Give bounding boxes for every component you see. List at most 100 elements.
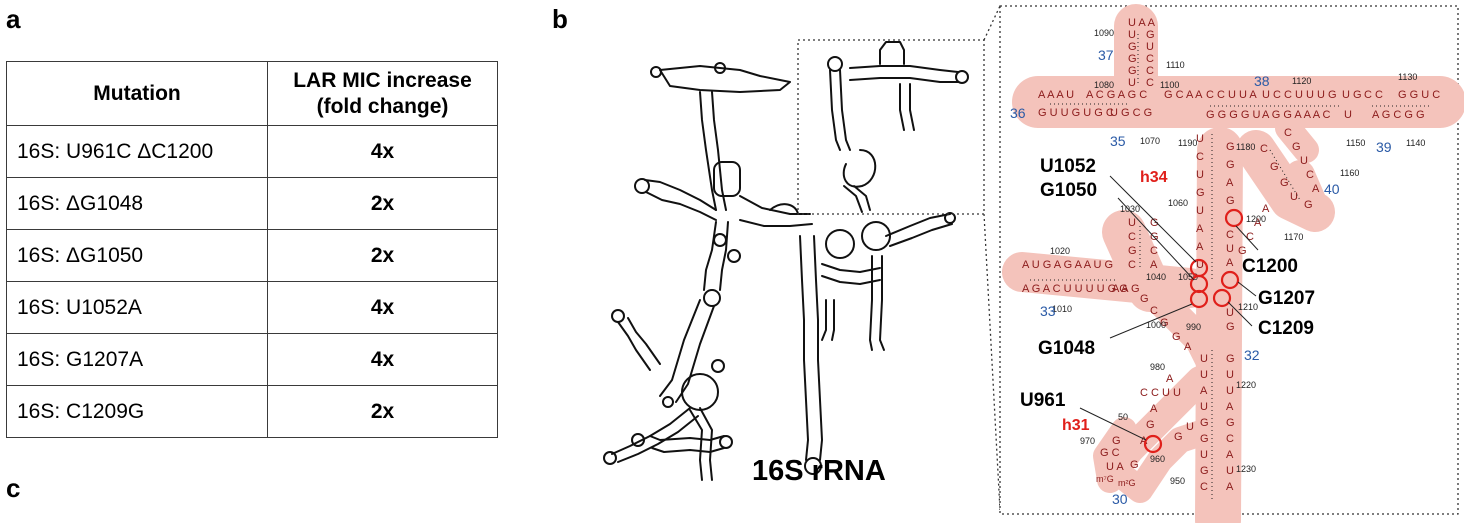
svg-text:U A: U A: [1106, 461, 1124, 473]
svg-text:G G U C: G G U C: [1398, 89, 1440, 101]
svg-text:U: U: [1226, 369, 1234, 381]
position-number: 1030: [1120, 204, 1140, 214]
svg-text:A: A: [1150, 259, 1158, 271]
svg-text:A: A: [1200, 385, 1208, 397]
helix-callouts: h34 h31: [1062, 169, 1168, 434]
zoom-line-bottom: [983, 213, 1001, 511]
table-row: 16S: ΔG1050 2x: [6, 229, 498, 282]
position-number: 980: [1150, 362, 1165, 372]
position-number: 1190: [1178, 138, 1197, 148]
svg-text:C: C: [1260, 143, 1268, 155]
position-number: 1080: [1094, 80, 1114, 90]
svg-text:A G A C U U U U G G: A G A C U U U U G G: [1022, 283, 1128, 295]
svg-text:C: C: [1150, 245, 1158, 257]
svg-text:U: U: [1290, 191, 1298, 203]
callout-c1209: C1209: [1258, 318, 1314, 339]
svg-text:G U U G U G C: G U U G U G C: [1038, 107, 1114, 119]
callout-g1050: G1050: [1040, 180, 1097, 201]
svg-text:U: U: [1128, 29, 1136, 41]
svg-text:C: C: [1246, 231, 1254, 243]
svg-text:G: G: [1304, 199, 1313, 211]
svg-text:A: A: [1226, 401, 1234, 413]
header-mutation: Mutation: [6, 61, 268, 126]
svg-text:A G C G G: A G C G G: [1372, 109, 1425, 121]
svg-text:U: U: [1128, 217, 1136, 229]
svg-text:G: G: [1128, 245, 1137, 257]
circle-u961: [1143, 434, 1163, 454]
svg-text:U: U: [1226, 243, 1234, 255]
svg-text:U: U: [1200, 401, 1208, 413]
callout-c1200: C1200: [1242, 256, 1298, 277]
svg-text:U C C U U U G: U C C U U U G: [1262, 89, 1337, 101]
svg-text:U: U: [1128, 77, 1136, 89]
svg-text:U: U: [1196, 259, 1204, 271]
helix-number: 40: [1324, 181, 1340, 197]
table-row: 16S: G1207A 4x: [6, 333, 498, 386]
position-number: 1100: [1160, 80, 1179, 90]
svg-text:A: A: [1226, 257, 1234, 269]
position-number: 950: [1170, 476, 1185, 486]
svg-text:G G G G U: G G G G U: [1206, 109, 1260, 121]
position-number: 1180: [1236, 142, 1255, 152]
position-number: 1220: [1236, 380, 1256, 390]
svg-text:G: G: [1280, 177, 1289, 189]
svg-text:U G: U G: [1342, 89, 1362, 101]
svg-text:G C: G C: [1100, 447, 1120, 459]
overview-label: 16S rRNA: [752, 455, 886, 487]
svg-text:G: G: [1130, 459, 1139, 471]
table-row: 16S: ΔG1048 2x: [6, 177, 498, 230]
position-number: 50: [1118, 412, 1128, 422]
panel-label-a: a: [6, 4, 21, 34]
svg-text:U: U: [1200, 449, 1208, 461]
cell-mutation: 16S: ΔG1048: [6, 177, 268, 230]
svg-text:C: C: [1128, 231, 1136, 243]
svg-text:G: G: [1200, 417, 1209, 429]
svg-text:G: G: [1270, 161, 1279, 173]
cell-fold: 4x: [267, 281, 498, 334]
svg-text:G: G: [1172, 331, 1181, 343]
callout-g1207: G1207: [1258, 288, 1315, 309]
highlight-backbone: [1002, 4, 1464, 523]
mutation-circles: [1143, 208, 1244, 454]
svg-text:C: C: [1196, 151, 1204, 163]
svg-text:G C A A: G C A A: [1164, 89, 1203, 101]
svg-text:U: U: [1226, 385, 1234, 397]
svg-text:G: G: [1160, 317, 1169, 329]
svg-text:A: A: [1254, 217, 1262, 229]
svg-text:G: G: [1226, 141, 1235, 153]
svg-text:G: G: [1292, 141, 1301, 153]
modified-base: m²G: [1118, 478, 1136, 488]
cell-fold: 4x: [267, 333, 498, 386]
svg-text:C: C: [1284, 127, 1292, 139]
position-number: 1120: [1292, 76, 1311, 86]
callout-u961: U961: [1020, 390, 1066, 411]
svg-text:G: G: [1140, 293, 1149, 305]
svg-text:U G C G: U G C G: [1110, 107, 1152, 119]
svg-text:A: A: [1196, 223, 1204, 235]
svg-text:C: C: [1146, 53, 1154, 65]
svg-text:U: U: [1226, 307, 1234, 319]
circle-c1200: [1224, 208, 1244, 228]
modified-bases: m⁷G m²G: [1096, 474, 1136, 488]
svg-text:C: C: [1146, 77, 1154, 89]
svg-text:G: G: [1112, 435, 1121, 447]
svg-text:C C U U: C C U U: [1140, 387, 1181, 399]
svg-text:U: U: [1344, 109, 1352, 121]
position-number: 1040: [1146, 272, 1166, 282]
svg-text:A: A: [1262, 203, 1270, 215]
cell-fold: 4x: [267, 125, 498, 178]
header-fold-line1: LAR MIC increase: [293, 68, 472, 92]
svg-text:C: C: [1150, 305, 1158, 317]
circle-g1207: [1220, 270, 1240, 290]
position-number: 1050: [1178, 272, 1198, 282]
svg-text:G: G: [1174, 431, 1183, 443]
circle-c1209: [1212, 288, 1232, 308]
label-h31: h31: [1062, 417, 1090, 434]
svg-text:A C G A G C: A C G A G C: [1086, 89, 1147, 101]
circle-g1048: [1189, 289, 1209, 309]
base-pair-ticks: [1030, 34, 1430, 500]
svg-text:U: U: [1200, 353, 1208, 365]
svg-text:C: C: [1146, 65, 1154, 77]
helix-number: 39: [1376, 139, 1392, 155]
